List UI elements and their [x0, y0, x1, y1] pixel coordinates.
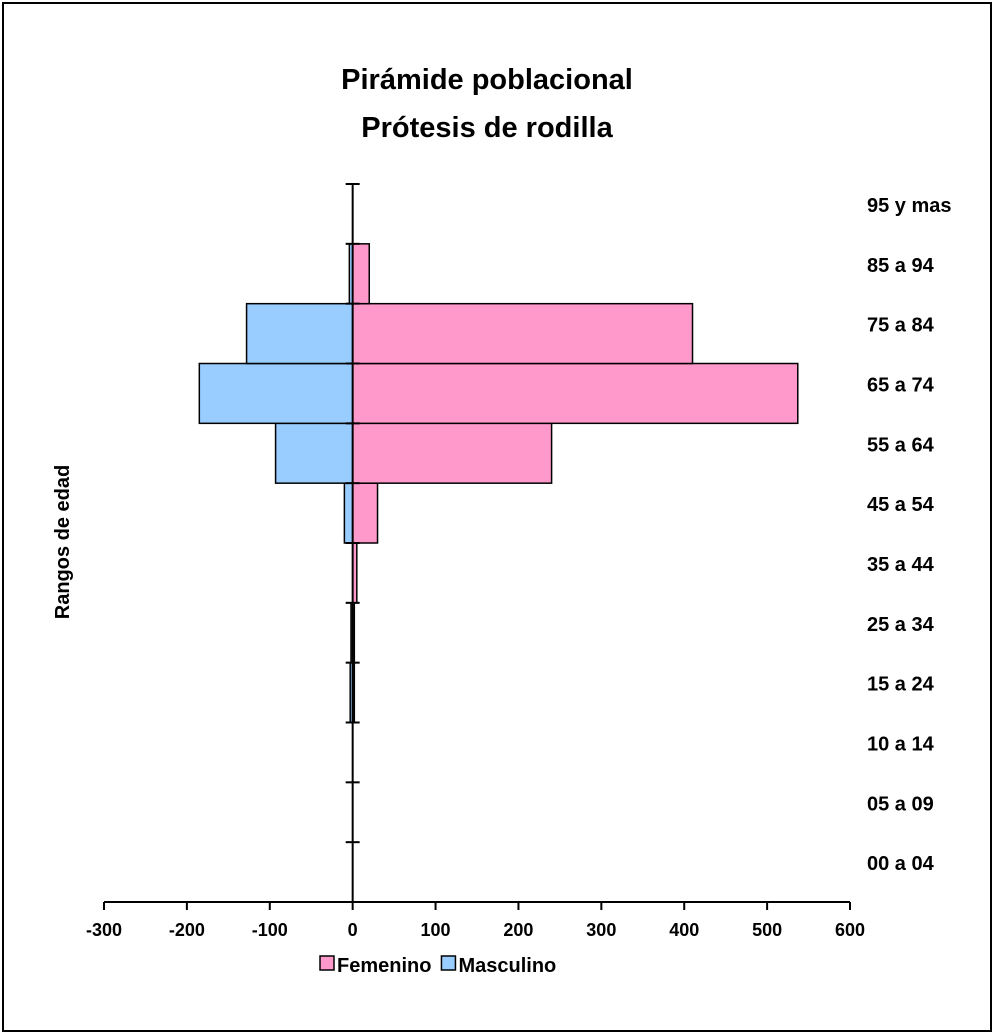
legend-swatch-femenino: [319, 955, 335, 971]
category-label: 65 a 74: [867, 374, 935, 396]
x-tick-label: 600: [835, 920, 865, 940]
x-tick-label: -100: [252, 920, 288, 940]
category-label: 55 a 64: [867, 434, 935, 456]
x-tick-label: 100: [421, 920, 451, 940]
category-label: 10 a 14: [867, 733, 935, 755]
bar-masculino-45-a-54: [343, 482, 354, 544]
category-label: 35 a 44: [867, 554, 935, 576]
legend-label-masculino: Masculino: [458, 955, 556, 977]
legend-swatch-masculino: [440, 955, 457, 971]
x-tick-label: 500: [752, 920, 782, 940]
bar-femenino-65-a-74: [351, 362, 799, 425]
category-label: 25 a 34: [867, 614, 935, 636]
category-label: 75 a 84: [867, 315, 935, 337]
category-label: 95 y mas: [867, 195, 952, 217]
x-tick-label: 0: [348, 920, 358, 940]
bar-masculino-75-a-84: [245, 302, 354, 365]
bar-femenino-85-a-94: [351, 243, 370, 305]
x-tick-label: -200: [169, 920, 205, 940]
y-axis-label: Rangos de edad: [52, 465, 74, 619]
x-tick-label: 200: [503, 920, 533, 940]
x-tick-label: 300: [586, 920, 616, 940]
x-tick-label: 400: [669, 920, 699, 940]
category-label: 85 a 94: [867, 255, 935, 277]
legend-label-femenino: Femenino: [337, 955, 431, 977]
category-label: 45 a 54: [867, 494, 935, 516]
x-tick-label: -300: [86, 920, 122, 940]
bar-masculino-65-a-74: [198, 362, 354, 425]
category-label: 00 a 04: [867, 853, 935, 875]
bar-femenino-75-a-84: [351, 302, 694, 365]
bar-masculino-55-a-64: [274, 422, 354, 484]
category-label: 05 a 09: [867, 793, 934, 815]
chart-title-line-1: Pirámide poblacional: [341, 64, 633, 96]
category-label: 15 a 24: [867, 674, 935, 696]
bar-femenino-55-a-64: [351, 422, 553, 484]
chart-title-line-2: Prótesis de rodilla: [361, 112, 613, 144]
bar-femenino-45-a-54: [351, 482, 379, 544]
